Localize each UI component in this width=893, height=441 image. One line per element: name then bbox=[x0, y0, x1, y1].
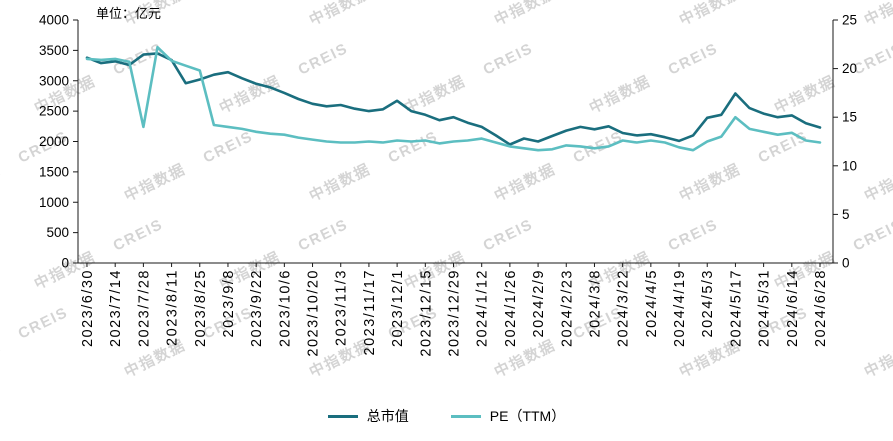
x-axis-label: 2024/6/14 bbox=[785, 269, 801, 347]
y-axis-label-left: 500 bbox=[46, 225, 69, 240]
x-axis-label: 2024/3/22 bbox=[616, 269, 632, 347]
x-axis-label: 2024/1/12 bbox=[475, 269, 491, 347]
x-axis-label: 2024/2/23 bbox=[559, 269, 575, 347]
y-axis-label-left: 3500 bbox=[39, 43, 69, 58]
y-axis-label-right: 10 bbox=[842, 158, 857, 173]
x-axis-label: 2024/2/9 bbox=[531, 269, 547, 337]
legend-item-market-cap: 总市值 bbox=[327, 406, 409, 426]
y-axis-label-left: 3000 bbox=[39, 73, 69, 88]
y-axis-label-right: 25 bbox=[842, 13, 857, 28]
x-axis-label: 2023/8/11 bbox=[165, 269, 181, 346]
x-axis-label: 2024/1/26 bbox=[503, 269, 519, 347]
x-axis-label: 2023/7/28 bbox=[136, 269, 152, 347]
y-axis-label-left: 0 bbox=[61, 256, 69, 271]
legend-label-market-cap: 总市值 bbox=[366, 408, 409, 424]
x-axis-label: 2023/10/6 bbox=[277, 269, 293, 347]
unit-label: 单位：亿元 bbox=[96, 6, 162, 21]
x-axis-label: 2024/4/19 bbox=[672, 269, 688, 347]
legend-item-pe-ttm: PE（TTM） bbox=[450, 406, 566, 426]
x-axis-label: 2024/3/8 bbox=[587, 269, 603, 337]
chart-canvas: 0 500 1000 1500 2000 2500 3000 3500 4000 0 5 10 15 20… bbox=[39, 13, 857, 357]
x-axis-label: 2023/11/17 bbox=[362, 269, 378, 356]
x-axis-label: 2023/11/3 bbox=[334, 269, 350, 346]
x-axis-label: 2023/12/1 bbox=[390, 269, 406, 347]
x-axis-label: 2023/8/25 bbox=[193, 269, 209, 347]
y-axis-label-right: 20 bbox=[842, 61, 857, 76]
x-axis-label: 2023/7/14 bbox=[108, 269, 124, 347]
y-axis-label-left: 2500 bbox=[39, 104, 69, 119]
legend-swatch-pe-ttm-line bbox=[450, 414, 481, 418]
x-axis-label: 2023/12/15 bbox=[418, 269, 434, 357]
x-axis-label: 2024/5/3 bbox=[700, 269, 716, 337]
x-axis-label: 2024/5/17 bbox=[728, 269, 744, 347]
y-axis-label-left: 2000 bbox=[39, 134, 69, 149]
series-line-market-cap bbox=[85, 52, 822, 146]
chart-legend: 总市值 PE（TTM） bbox=[0, 406, 893, 426]
x-axis-label: 2024/6/28 bbox=[813, 269, 829, 347]
y-axis-label-right: 15 bbox=[842, 110, 857, 125]
legend-swatch-market-cap-line bbox=[327, 414, 358, 418]
y-axis-label-left: 4000 bbox=[39, 13, 69, 28]
legend-label-pe-ttm: PE（TTM） bbox=[489, 408, 566, 424]
y-axis-label-left: 1500 bbox=[39, 164, 69, 179]
x-axis-label: 2023/9/8 bbox=[221, 269, 237, 337]
series-line-pe-ttm bbox=[85, 45, 822, 152]
x-axis-label: 2023/6/30 bbox=[80, 269, 96, 347]
x-axis-label: 2023/10/20 bbox=[306, 269, 322, 357]
y-axis-label-left: 1000 bbox=[39, 195, 69, 210]
x-axis-label: 2023/9/22 bbox=[249, 269, 265, 347]
x-axis-label: 2024/5/31 bbox=[757, 269, 773, 347]
y-axis-label-right: 5 bbox=[842, 207, 850, 222]
y-axis-label-right: 0 bbox=[842, 256, 850, 271]
x-axis-label: 2024/4/5 bbox=[644, 269, 660, 337]
x-axis-label: 2023/12/29 bbox=[447, 269, 463, 357]
